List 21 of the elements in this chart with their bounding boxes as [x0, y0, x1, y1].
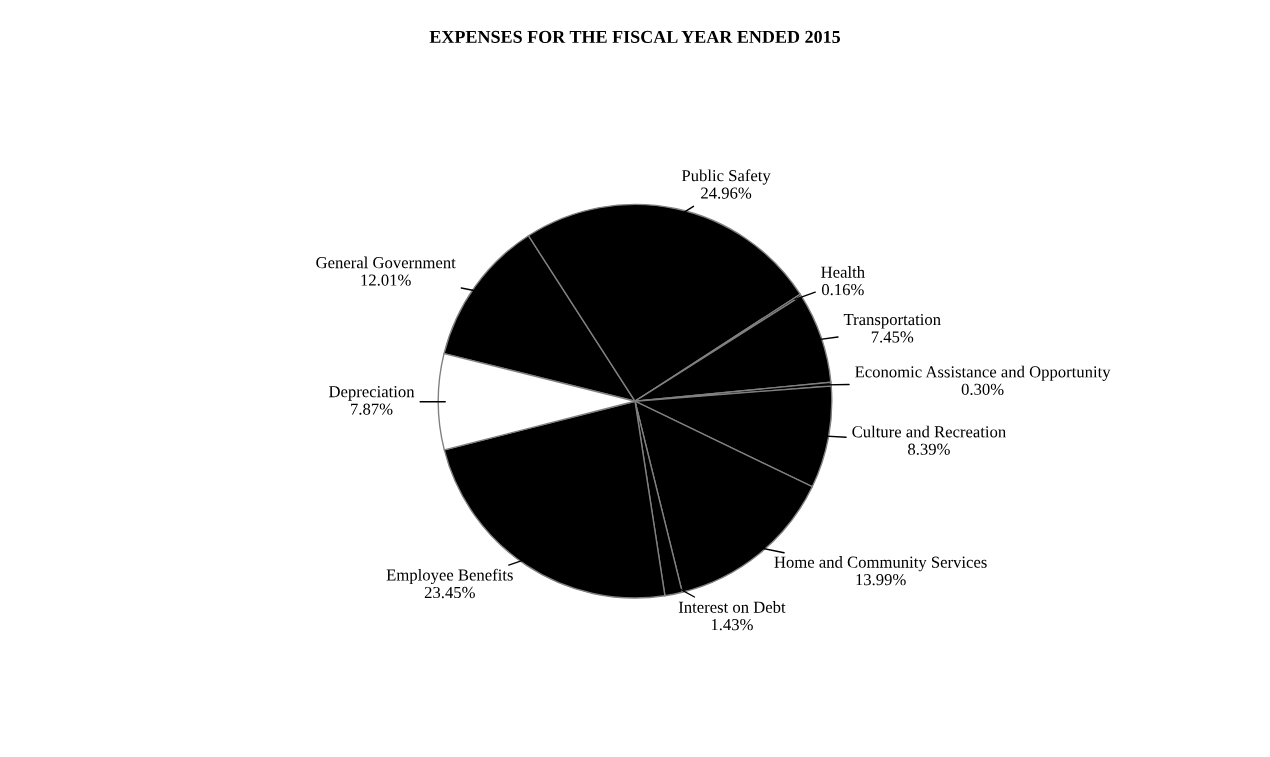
data-label: 24.96%: [701, 187, 752, 199]
data-label: 0.30%: [961, 383, 1004, 396]
slice-label: Economic Assistance and Opportunity: [855, 365, 1111, 381]
slice-label: Transportation: [843, 313, 941, 329]
chart-title: EXPENSES FOR THE FISCAL YEAR ENDED 2015: [429, 30, 841, 43]
data-label: 8.39%: [908, 443, 950, 455]
slice-label: Employee Benefits: [386, 568, 513, 585]
slice-label: Health: [821, 266, 865, 278]
data-label: 1.43%: [711, 619, 753, 631]
data-label: 13.99%: [856, 574, 906, 586]
data-label: 23.45%: [424, 586, 475, 599]
slice-label: General Government: [316, 256, 456, 269]
data-label: 12.01%: [361, 274, 411, 286]
data-label: 7.45%: [871, 331, 914, 343]
data-label: 7.87%: [351, 403, 393, 415]
slice-label: Depreciation: [328, 386, 415, 401]
slice-label: Public Safety: [681, 169, 771, 185]
data-label: 0.16%: [821, 283, 864, 296]
slice-label: Interest on Debt: [678, 601, 786, 613]
slice-label: Home and Community Services: [774, 556, 987, 572]
slice-label: Culture and Recreation: [852, 425, 1006, 438]
